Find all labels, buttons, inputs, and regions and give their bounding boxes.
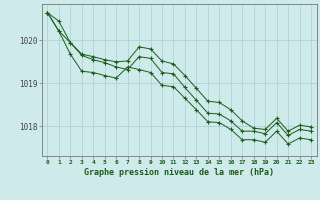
X-axis label: Graphe pression niveau de la mer (hPa): Graphe pression niveau de la mer (hPa) — [84, 168, 274, 177]
